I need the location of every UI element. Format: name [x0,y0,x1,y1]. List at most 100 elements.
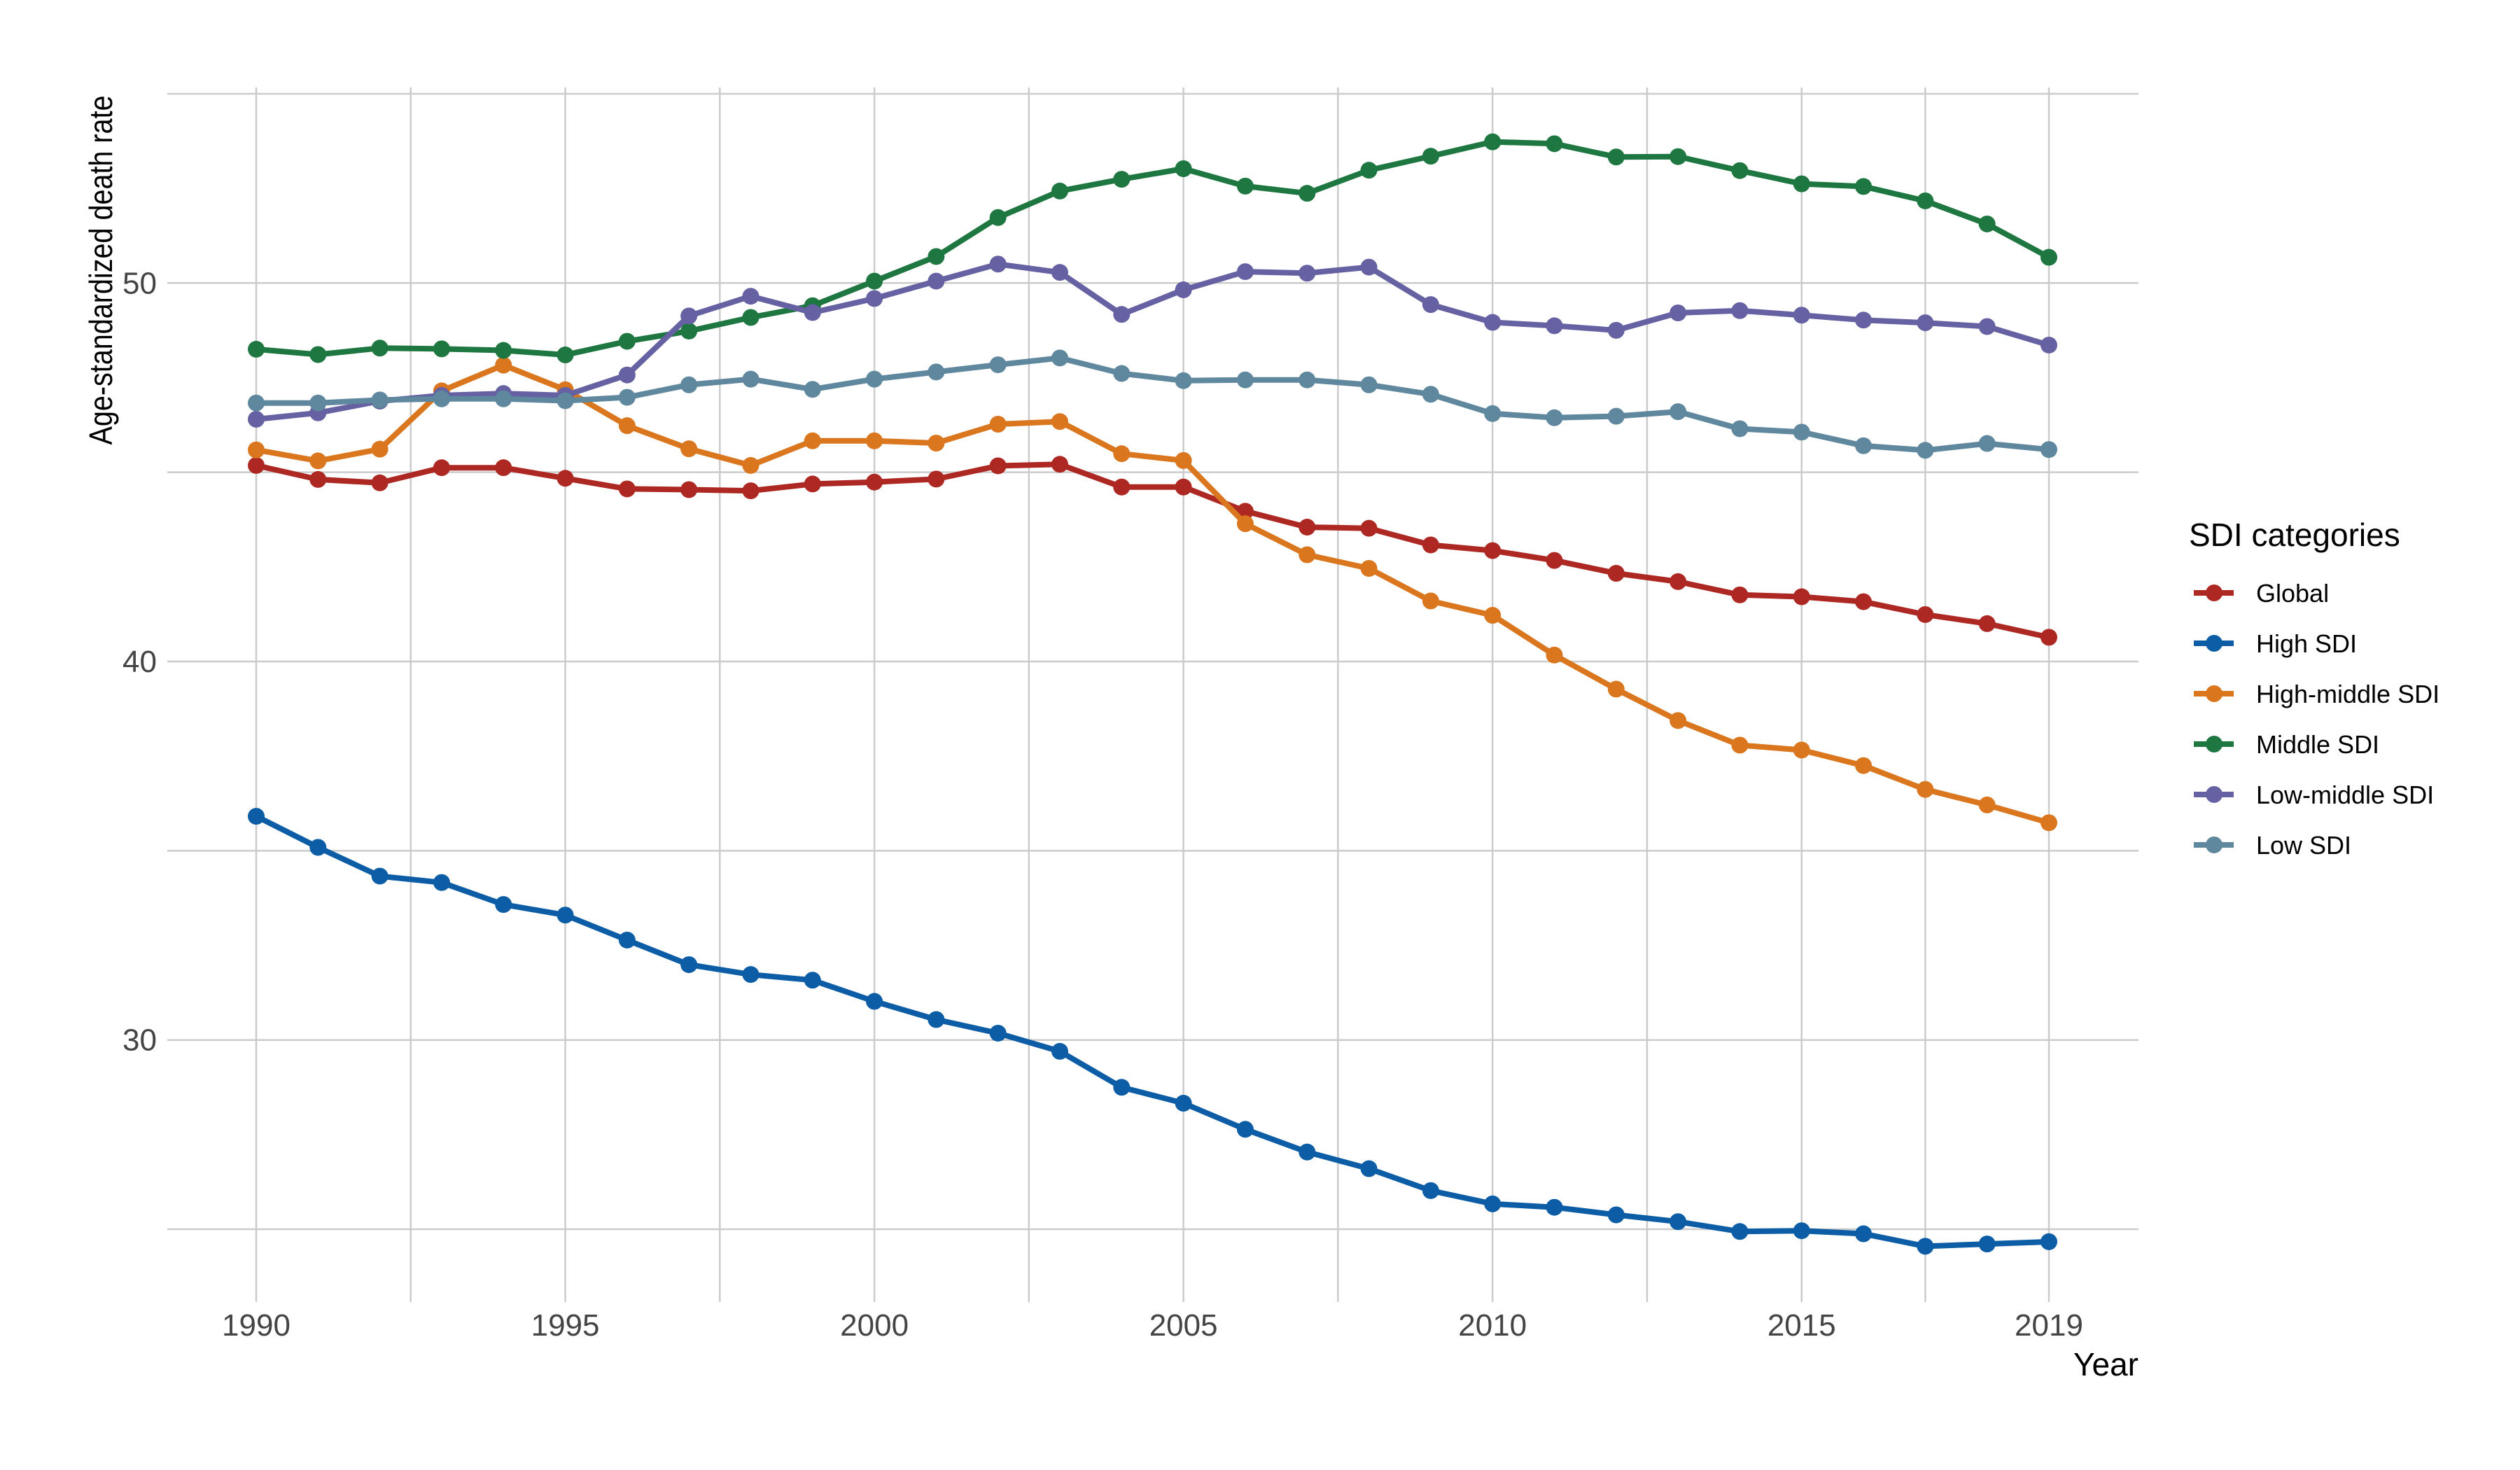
data-point-high-middle-sdi [1793,741,1810,759]
data-point-low-sdi [680,376,698,393]
data-point-high-sdi [495,896,512,913]
data-point-low-middle-sdi [1978,318,1996,335]
data-point-low-sdi [1175,372,1192,389]
data-point-low-sdi [866,370,883,388]
series-line-high-sdi [253,813,2052,1250]
data-point-global [556,470,574,487]
data-point-global [927,470,945,488]
data-point-low-sdi [556,392,574,410]
data-point-low-sdi [309,394,327,412]
data-point-global [309,470,327,488]
legend-item-high-sdi: High SDI [2194,629,2357,658]
data-point-global [1298,519,1316,536]
data-point-low-middle-sdi [1484,314,1502,331]
data-point-low-middle-sdi [1236,263,1254,281]
data-point-global [1793,588,1810,606]
data-point-high-middle-sdi [804,432,821,449]
series-line-middle-sdi [253,139,2052,358]
data-point-low-sdi [742,370,760,388]
data-point-low-middle-sdi [1298,265,1316,282]
data-point-low-middle-sdi [804,304,821,321]
data-point-low-sdi [1917,442,1934,459]
data-point-middle-sdi [680,322,698,340]
data-point-high-middle-sdi [680,440,698,458]
data-point-high-sdi [618,931,636,948]
data-point-global [1731,586,1749,603]
data-point-global [248,456,265,474]
series-high-middle-sdi [248,356,2057,832]
data-point-high-middle-sdi [1113,445,1130,463]
x-tick-label: 2019 [2015,1308,2083,1343]
legend-title: SDI categories [2189,517,2400,553]
data-point-global [2040,629,2057,646]
data-point-low-middle-sdi [1917,314,1934,332]
series-line-global [253,461,2052,640]
data-point-middle-sdi [1236,177,1254,195]
x-axis-ticks: 1990 1995 2000 2005 2010 2015 2019 [222,1308,2083,1343]
data-point-high-sdi [804,972,821,989]
y-axis-ticks: 30 40 50 [122,266,157,1057]
x-tick-label: 2010 [1458,1308,1527,1343]
data-point-middle-sdi [1175,160,1192,178]
data-point-low-sdi [989,356,1007,374]
data-point-high-middle-sdi [742,456,760,474]
data-point-high-middle-sdi [1422,592,1439,610]
data-point-low-middle-sdi [1855,312,1872,329]
data-point-low-sdi [1670,403,1687,421]
legend-key-point [2206,685,2222,702]
data-point-global [1917,606,1934,623]
y-tick-label: 40 [122,645,157,679]
data-point-high-sdi [248,808,265,825]
data-point-global [1546,552,1563,569]
data-point-high-middle-sdi [1670,712,1687,729]
data-point-low-sdi [804,381,821,398]
data-point-high-sdi [1422,1182,1439,1199]
data-point-middle-sdi [1793,175,1810,192]
data-point-global [742,482,760,500]
data-point-high-middle-sdi [371,440,388,458]
data-point-high-middle-sdi [495,356,512,374]
data-point-global [433,459,450,477]
data-point-high-middle-sdi [248,441,265,458]
data-point-high-middle-sdi [1360,559,1378,577]
data-point-high-sdi [1855,1225,1872,1242]
data-point-middle-sdi [309,346,327,363]
data-point-high-sdi [1607,1206,1625,1224]
data-point-high-middle-sdi [1298,546,1316,564]
data-point-global [618,480,636,498]
data-point-global [1607,565,1625,582]
data-point-high-middle-sdi [1978,796,1996,813]
data-point-middle-sdi [248,340,265,358]
data-point-middle-sdi [989,209,1007,226]
data-point-low-middle-sdi [1175,281,1192,299]
data-point-high-sdi [680,956,698,974]
data-point-high-middle-sdi [866,432,883,449]
data-point-high-middle-sdi [1731,736,1749,754]
series-group [248,133,2057,1255]
data-point-global [1855,593,1872,610]
data-point-middle-sdi [866,272,883,290]
data-point-global [1670,573,1687,590]
data-point-middle-sdi [2040,248,2057,266]
data-point-high-sdi [556,906,574,924]
data-point-high-middle-sdi [1917,780,1934,798]
data-point-middle-sdi [556,346,574,364]
data-point-low-sdi [1978,435,1996,452]
data-point-high-sdi [1731,1223,1749,1240]
data-point-middle-sdi [1978,215,1996,232]
x-axis-title: Year [2073,1346,2138,1382]
data-point-high-middle-sdi [989,415,1007,433]
data-point-high-sdi [1484,1195,1502,1212]
legend-item-global: Global [2194,579,2329,608]
data-point-low-middle-sdi [618,366,636,384]
data-point-global [1484,542,1502,559]
data-point-middle-sdi [1855,178,1872,195]
data-point-global [1360,519,1378,537]
data-point-middle-sdi [1298,185,1316,202]
legend-label: Middle SDI [2256,730,2379,759]
data-point-high-sdi [989,1024,1007,1042]
series-line-low-sdi [253,355,2052,454]
x-tick-label: 2000 [840,1308,909,1343]
data-point-low-sdi [1855,437,1872,454]
data-point-high-sdi [1670,1213,1687,1231]
